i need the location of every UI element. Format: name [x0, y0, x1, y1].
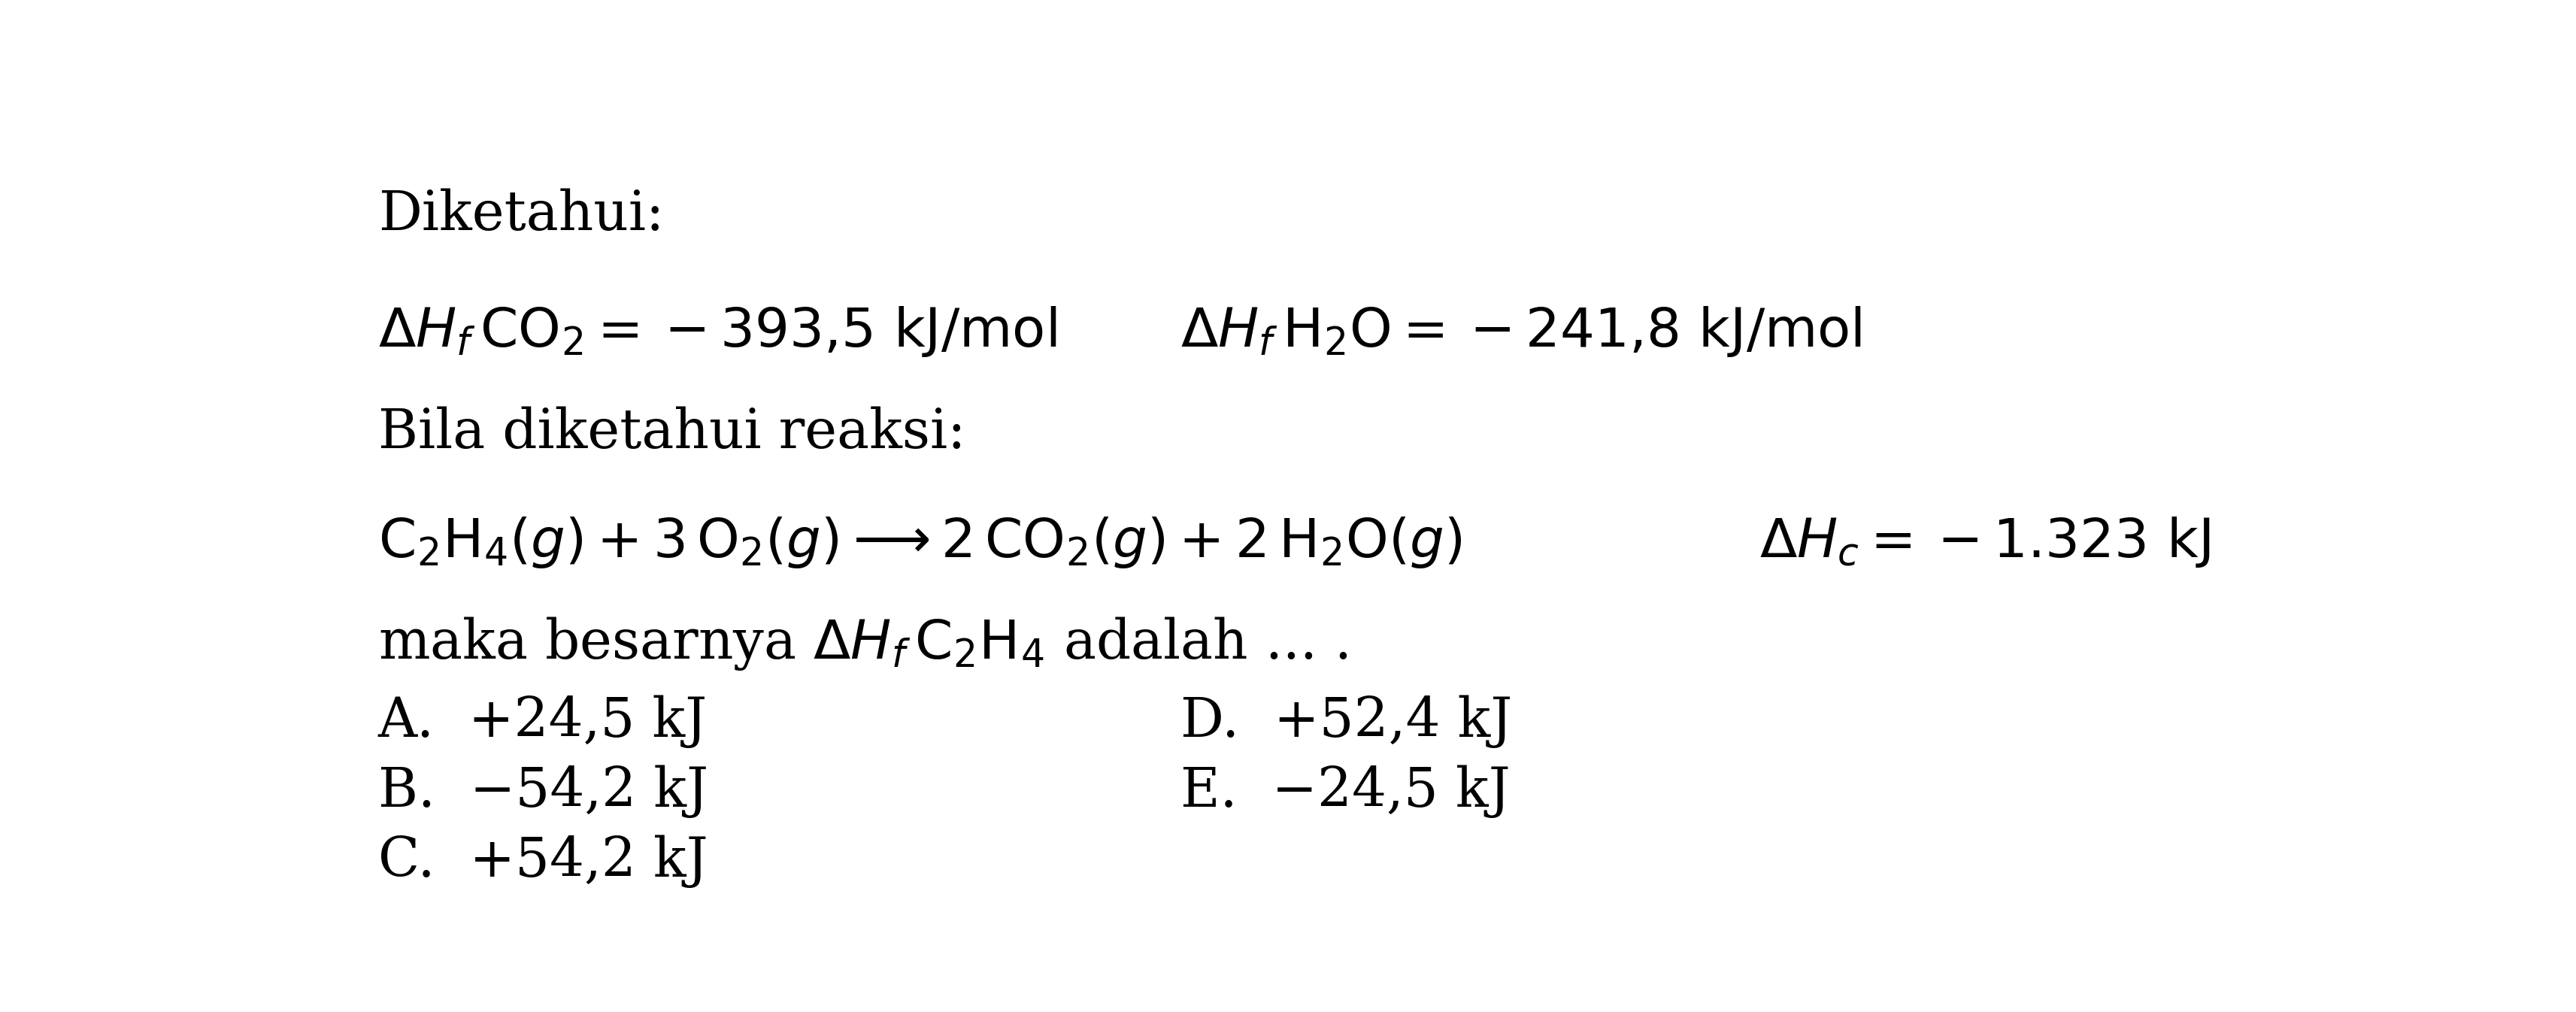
Text: D.  +52,4 kJ: D. +52,4 kJ	[1180, 695, 1512, 748]
Text: maka besarnya $\Delta H_f\,\mathrm{C_2H_4}$ adalah ... .: maka besarnya $\Delta H_f\,\mathrm{C_2H_…	[379, 615, 1347, 672]
Text: B.  −54,2 kJ: B. −54,2 kJ	[379, 765, 708, 818]
Text: Diketahui:: Diketahui:	[379, 188, 665, 242]
Text: A.  +24,5 kJ: A. +24,5 kJ	[379, 695, 708, 748]
Text: C.  +54,2 kJ: C. +54,2 kJ	[379, 835, 708, 889]
Text: $\Delta H_f\,\mathrm{CO_2} = -393{,}5\ \mathrm{kJ/mol}$: $\Delta H_f\,\mathrm{CO_2} = -393{,}5\ \…	[379, 305, 1056, 359]
Text: Bila diketahui reaksi:: Bila diketahui reaksi:	[379, 407, 966, 459]
Text: $\Delta H_f\,\mathrm{H_2O} = -241{,}8\ \mathrm{kJ/mol}$: $\Delta H_f\,\mathrm{H_2O} = -241{,}8\ \…	[1180, 305, 1862, 359]
Text: $\Delta H_c = -1.323\ \mathrm{kJ}$: $\Delta H_c = -1.323\ \mathrm{kJ}$	[1759, 515, 2210, 570]
Text: $\mathrm{C_2H_4}(g) + 3\,\mathrm{O_2}(g) \longrightarrow 2\,\mathrm{CO_2}(g) + 2: $\mathrm{C_2H_4}(g) + 3\,\mathrm{O_2}(g)…	[379, 515, 1461, 570]
Text: E.  −24,5 kJ: E. −24,5 kJ	[1180, 765, 1510, 818]
